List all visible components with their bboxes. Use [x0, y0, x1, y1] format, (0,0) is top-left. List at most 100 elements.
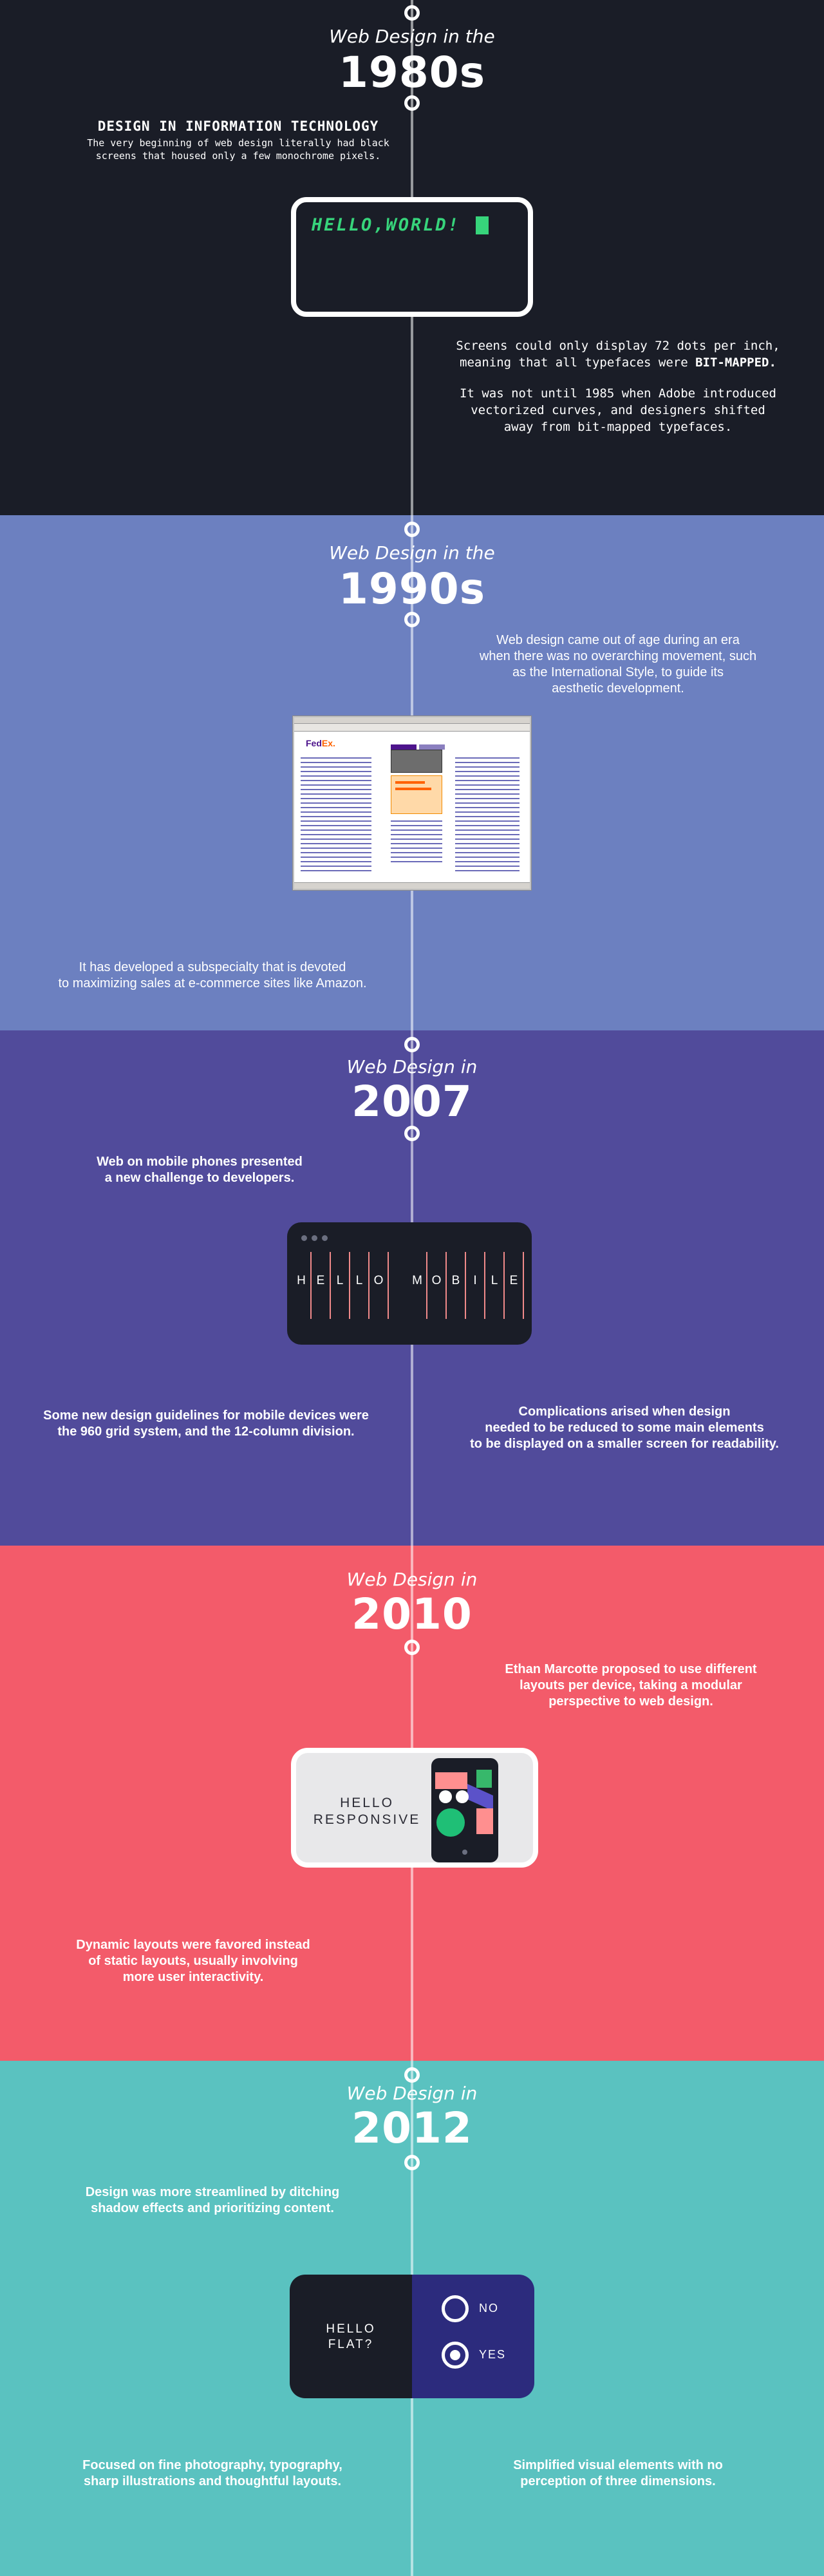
browser-content-column — [391, 820, 442, 866]
mobile-letter: B — [451, 1274, 460, 1287]
body-line: Web design came out of age during an era — [496, 633, 740, 647]
body-line: to be displayed on a smaller screen for … — [470, 1437, 779, 1451]
heading-top: Web Design in the — [329, 26, 495, 47]
mobile-letter: O — [431, 1274, 442, 1287]
heading-top: Web Design in — [346, 1569, 478, 1590]
hello-flat-illustration: HELLO FLAT? NO YES — [290, 2275, 534, 2398]
browser-monitor-image — [391, 750, 442, 773]
body-line: It was not until 1985 when Adobe introdu… — [460, 386, 776, 401]
mobile-letter: E — [509, 1274, 518, 1287]
mobile-letter: M — [412, 1274, 422, 1287]
heading-year: 2012 — [351, 2103, 473, 2153]
mobile-letter: O — [373, 1274, 384, 1287]
body-line: It has developed a subspecialty that is … — [79, 960, 346, 974]
browser-status-bar — [294, 882, 530, 889]
timeline-dot — [404, 5, 420, 21]
body-line: the 960 grid system, and the 12-column d… — [57, 1425, 355, 1439]
window-dot — [301, 1235, 307, 1241]
logo-part-a: Fed — [306, 738, 322, 748]
hello-responsive-illustration: HELLO RESPONSIVE — [291, 1748, 538, 1868]
body-line: needed to be reduced to some main elemen… — [485, 1421, 764, 1435]
body-line: away from bit-mapped typefaces. — [503, 420, 733, 434]
grid-bar — [465, 1252, 466, 1319]
timeline-dot — [404, 95, 420, 111]
grid-bar — [503, 1252, 505, 1319]
timeline-dot — [404, 1126, 420, 1141]
mobile-letter: E — [316, 1274, 325, 1287]
mobile-letter: L — [355, 1274, 363, 1287]
radio-selected-dot — [450, 2350, 460, 2360]
mobile-letter: L — [336, 1274, 344, 1287]
flat-left-panel: HELLO FLAT? — [290, 2275, 412, 2398]
grid-bar — [349, 1252, 350, 1319]
heading-year: 1980s — [339, 48, 485, 97]
body-line: a new challenge to developers. — [104, 1171, 295, 1185]
mobile-letter: I — [473, 1274, 477, 1287]
body-line: of static layouts, usually involving — [88, 1954, 298, 1968]
body-line: Dynamic layouts were favored instead — [76, 1938, 310, 1952]
body-text-adobe: It was not until 1985 when Adobe introdu… — [425, 385, 811, 435]
timeline-dot — [404, 612, 420, 627]
body-line: Screens could only display 72 dots per i… — [456, 339, 780, 353]
body-line: shadow effects and prioritizing content. — [91, 2201, 334, 2215]
crt-screen-text: HELLO,WORLD! — [312, 215, 461, 235]
intro-text: The very beginning of web design literal… — [45, 137, 431, 162]
body-line: perception of three dimensions. — [520, 2474, 716, 2488]
mobile-letter: H — [297, 1274, 306, 1287]
browser-tab-strip — [391, 744, 417, 750]
radio-yes[interactable] — [442, 2342, 469, 2369]
browser-news-column — [455, 757, 520, 873]
intro-line: The very beginning of web design literal… — [87, 137, 389, 149]
phone-illustration — [431, 1758, 498, 1862]
device-word: RESPONSIVE — [313, 1812, 421, 1827]
body-text-grid: Some new design guidelines for mobile de… — [13, 1408, 399, 1440]
grid-bar — [484, 1252, 485, 1319]
browser-tab-strip — [419, 744, 445, 750]
option-yes-label: YES — [479, 2348, 507, 2361]
body-line: Some new design guidelines for mobile de… — [43, 1408, 369, 1423]
body-line: sharp illustrations and thoughtful layou… — [83, 2474, 341, 2488]
heading-year: 2010 — [351, 1589, 473, 1639]
heading-year: 2007 — [351, 1077, 473, 1126]
flat-right-panel — [412, 2275, 534, 2398]
cursor-block — [476, 216, 489, 234]
body-line: Simplified visual elements with no — [513, 2458, 723, 2472]
body-text-complications: Complications arised when design needed … — [425, 1404, 824, 1452]
body-line: Complications arised when design — [518, 1405, 731, 1419]
intro-line: screens that housed only a few monochrom… — [95, 150, 381, 162]
grid-bar — [388, 1252, 389, 1319]
radio-no[interactable] — [442, 2295, 469, 2322]
grid-bar — [310, 1252, 312, 1319]
body-line: as the International Style, to guide its — [512, 665, 724, 679]
crt-monitor-illustration: HELLO,WORLD! — [291, 197, 533, 317]
body-line: Focused on fine photography, typography, — [82, 2458, 342, 2472]
body-line: Design was more streamlined by ditching — [85, 2185, 340, 2199]
timeline-dot — [404, 1037, 420, 1052]
body-line: vectorized curves, and designers shifted — [471, 403, 765, 417]
grid-bar — [426, 1252, 427, 1319]
body-line-text: meaning that all typefaces were — [460, 355, 688, 370]
body-line: to maximizing sales at e-commerce sites … — [58, 976, 367, 990]
window-dot — [312, 1235, 317, 1241]
device-word: FLAT? — [328, 2338, 374, 2351]
browser-promo-box — [391, 775, 442, 814]
logo-part-b: Ex. — [321, 738, 335, 748]
body-text-simplified: Simplified visual elements with no perce… — [438, 2458, 798, 2490]
mobile-letter: L — [491, 1274, 498, 1287]
timeline-dot — [404, 2155, 420, 2170]
grid-bar — [330, 1252, 331, 1319]
body-line: when there was no overarching movement, … — [479, 649, 757, 663]
option-no-label: NO — [479, 2302, 499, 2315]
heading-top: Web Design in — [346, 1056, 478, 1077]
heading-year: 1990s — [339, 564, 485, 614]
heading-top: Web Design in — [346, 2083, 478, 2104]
grid-bar — [368, 1252, 370, 1319]
browser-toolbar — [294, 724, 530, 732]
device-word: HELLO — [340, 1795, 394, 1810]
grid-bar — [523, 1252, 524, 1319]
grid-bar — [445, 1252, 447, 1319]
body-text-photography: Focused on fine photography, typography,… — [26, 2458, 399, 2490]
old-browser-screenshot: FedEx. — [293, 716, 531, 890]
bit-mapped-emphasis: BIT-MAPPED. — [695, 355, 776, 370]
